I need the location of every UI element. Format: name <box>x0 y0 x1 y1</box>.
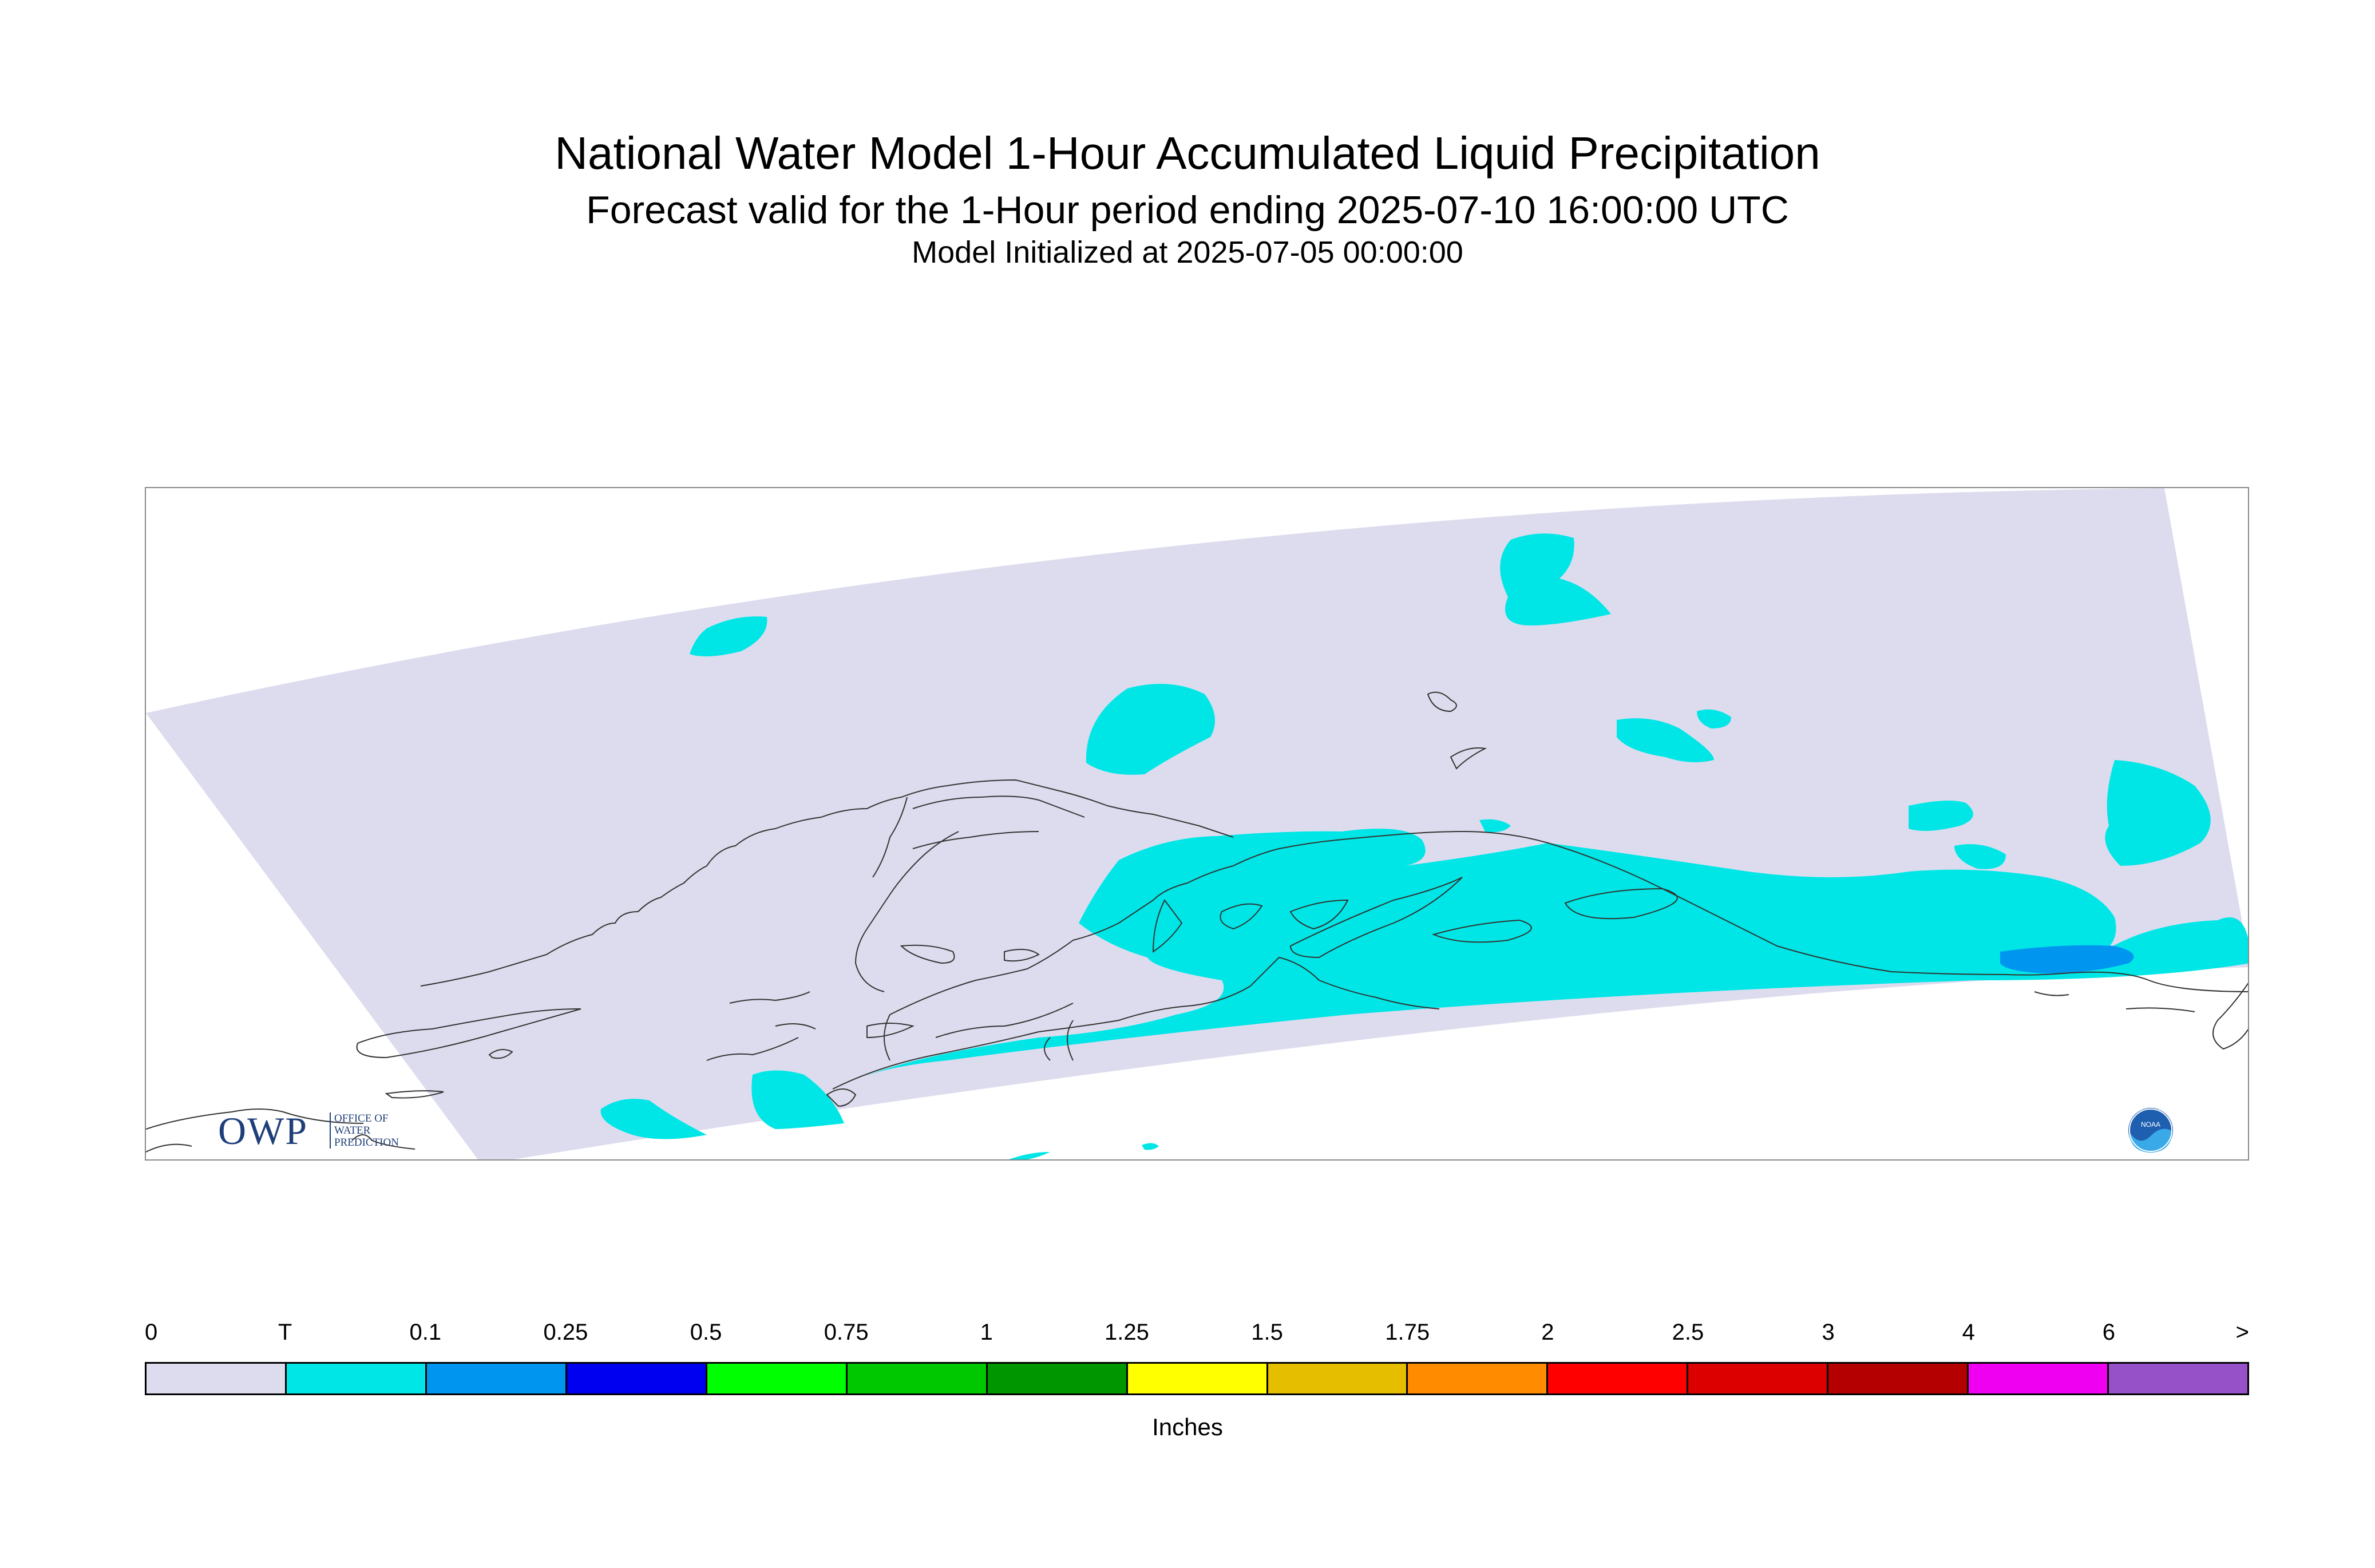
legend-tick-label: 0.1 <box>409 1320 442 1345</box>
owp-logo-letters: OWP <box>218 1109 308 1153</box>
coastline <box>1044 1037 1051 1061</box>
coastline <box>2212 983 2248 1050</box>
legend-tick-label: 0.75 <box>824 1320 869 1345</box>
coastline <box>1431 919 1532 943</box>
legend-swatch <box>426 1364 567 1393</box>
coastline <box>420 779 1234 987</box>
legend-tick-label: 1.75 <box>1385 1320 1430 1345</box>
precip-area <box>1909 801 1973 831</box>
legend-tick-label: > <box>2235 1320 2249 1345</box>
legend-swatch <box>286 1364 427 1393</box>
noaa-logo-text: NOAA <box>2141 1120 2160 1129</box>
coastline <box>1067 1020 1074 1061</box>
coastline <box>1220 903 1263 930</box>
coastline <box>1564 888 1678 920</box>
legend-tick-label: 0 <box>145 1320 158 1345</box>
coastline <box>1289 899 1349 930</box>
legend-swatch <box>1969 1364 2109 1393</box>
precip-area <box>690 616 767 656</box>
init-subtitle: Model Initialized at 2025-07-05 00:00:00 <box>912 235 1463 270</box>
legend-units: Inches <box>1152 1413 1223 1440</box>
legend-swatch <box>1828 1364 1969 1393</box>
coastline <box>912 795 1085 818</box>
precip-area <box>861 829 2248 1078</box>
legend-swatch <box>147 1364 287 1393</box>
legend-swatch <box>1127 1364 1268 1393</box>
model-domain <box>146 488 2248 1159</box>
legend-swatch <box>847 1364 988 1393</box>
precip-area <box>1142 1143 1159 1150</box>
precip-area <box>1086 684 1215 775</box>
coastline <box>826 1088 857 1107</box>
coastline <box>1004 949 1040 962</box>
coastlines <box>146 691 2248 1153</box>
coastline <box>146 1143 192 1153</box>
legend-swatch <box>1408 1364 1549 1393</box>
precip-area <box>1697 709 1731 728</box>
coastline <box>935 1003 1074 1038</box>
precip-areas <box>600 533 2248 1159</box>
legend-tick-labels: 0 T 0.1 0.25 0.5 0.75 1 1.25 1.5 1.75 2 2.5 3 4 6 > <box>145 1320 2249 1348</box>
coastline <box>872 797 908 878</box>
light-precip-area <box>2000 945 2134 973</box>
map-panel <box>145 487 2249 1161</box>
coastline <box>2034 991 2069 996</box>
coastline <box>832 956 1440 1090</box>
legend-tick-label: 6 <box>2102 1320 2115 1345</box>
coastline <box>1450 747 1487 770</box>
legend-swatch <box>1548 1364 1689 1393</box>
legend-tick-label: 3 <box>1822 1320 1835 1345</box>
legend-swatch <box>707 1364 848 1393</box>
coastline <box>1427 691 1457 712</box>
precip-area <box>1479 819 1511 833</box>
legend-swatch <box>1688 1364 1829 1393</box>
coastline <box>775 1023 816 1030</box>
coastline <box>351 1134 415 1150</box>
precip-area <box>1617 718 1714 762</box>
coastline <box>866 1023 915 1039</box>
owp-logo-line: OFFICE OF <box>334 1112 389 1124</box>
legend-tick-label: 4 <box>1962 1320 1975 1345</box>
coastline <box>912 831 1039 849</box>
precip-area <box>1008 1152 1050 1159</box>
coastline <box>1152 899 1183 953</box>
coastline <box>900 944 955 964</box>
legend-tick-label: 2.5 <box>1672 1320 1704 1345</box>
precip-area <box>1500 533 1611 625</box>
owp-logo-line: WATER <box>334 1124 371 1137</box>
coastline <box>1289 877 1463 959</box>
forecast-subtitle: Forecast valid for the 1-Hour period end… <box>586 188 1789 232</box>
precip-area <box>1954 844 2006 869</box>
color-legend <box>145 1362 2249 1395</box>
coastline <box>385 1090 444 1099</box>
coastline <box>706 1037 799 1061</box>
legend-tick-label: 1.5 <box>1251 1320 1283 1345</box>
legend-tick-label: 0.25 <box>543 1320 588 1345</box>
legend-tick-label: 1.25 <box>1104 1320 1149 1345</box>
coastline <box>146 1108 364 1130</box>
map-title: National Water Model 1-Hour Accumulated … <box>555 128 1820 179</box>
precip-area <box>2105 760 2211 866</box>
coastline <box>729 991 810 1004</box>
coastline <box>356 1008 581 1059</box>
coastline <box>488 1049 513 1059</box>
owp-logo-text: OFFICE OF WATER PREDICTION <box>330 1112 399 1149</box>
noaa-logo: NOAA <box>2128 1108 2173 1153</box>
coastline <box>2125 1007 2195 1012</box>
legend-tick-label: 2 <box>1541 1320 1554 1345</box>
precipitation-map <box>146 488 2248 1159</box>
precip-area <box>600 1099 707 1139</box>
legend-swatch <box>1268 1364 1408 1393</box>
legend-tick-label: T <box>278 1320 292 1345</box>
owp-logo-line: PREDICTION <box>334 1137 399 1149</box>
legend-swatch <box>987 1364 1128 1393</box>
legend-swatch <box>567 1364 707 1393</box>
coastline <box>884 830 2248 1061</box>
coastline <box>854 831 959 992</box>
legend-tick-label: 0.5 <box>690 1320 722 1345</box>
legend-swatch <box>2109 1364 2248 1393</box>
legend-tick-label: 1 <box>980 1320 993 1345</box>
precip-area <box>751 1070 844 1129</box>
owp-logo: OWP OFFICE OF WATER PREDICTION <box>218 1108 424 1154</box>
